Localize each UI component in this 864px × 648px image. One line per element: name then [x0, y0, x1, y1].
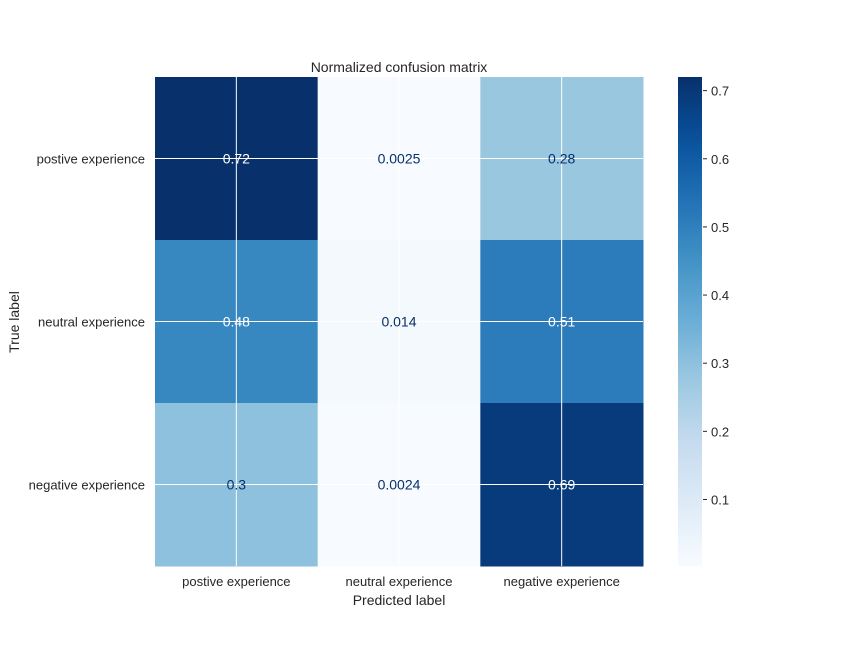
colorbar-tick-label: 0.2: [711, 424, 729, 439]
colorbar-ticks: 0.1 0.2 0.3 0.4 0.5 0.6 0.7: [703, 84, 729, 507]
colorbar-tick-label: 0.7: [711, 84, 729, 99]
y-tick-label: neutral experience: [38, 315, 145, 330]
x-tick-label: negative experience: [503, 574, 619, 589]
colorbar: 0.1 0.2 0.3 0.4 0.5 0.6 0.7: [678, 77, 729, 566]
colorbar-gradient: [678, 77, 702, 566]
y-axis-label: True label: [6, 291, 22, 353]
x-axis-label: Predicted label: [353, 592, 446, 608]
x-tick-label: postive experience: [182, 574, 290, 589]
y-tick-labels: postive experience neutral experience nega…: [29, 152, 145, 493]
cell-value-label: 0.72: [223, 151, 250, 167]
cell-value-label: 0.69: [548, 477, 575, 493]
x-tick-label: neutral experience: [346, 574, 453, 589]
colorbar-tick-label: 0.6: [711, 152, 729, 167]
cell-value-labels: 0.72 0.0025 0.28 0.48 0.014 0.51 0.3 0.0024 0.69: [223, 151, 576, 493]
cell-value-label: 0.28: [548, 151, 575, 167]
colorbar-tick-label: 0.1: [711, 492, 729, 507]
cell-value-label: 0.0024: [378, 477, 421, 493]
colorbar-tick-label: 0.4: [711, 288, 729, 303]
y-tick-label: postive experience: [37, 152, 145, 167]
cell-value-label: 0.014: [381, 314, 416, 330]
chart-title: Normalized confusion matrix: [311, 59, 488, 75]
cell-value-label: 0.3: [227, 477, 247, 493]
colorbar-tick-label: 0.3: [711, 356, 729, 371]
x-tick-labels: postive experience neutral experience nega…: [182, 574, 620, 589]
gridlines: [155, 77, 643, 566]
cell-value-label: 0.0025: [378, 151, 421, 167]
cell-value-label: 0.51: [548, 314, 575, 330]
cell-value-label: 0.48: [223, 314, 250, 330]
y-tick-label: negative experience: [29, 478, 145, 493]
colorbar-tick-label: 0.5: [711, 220, 729, 235]
